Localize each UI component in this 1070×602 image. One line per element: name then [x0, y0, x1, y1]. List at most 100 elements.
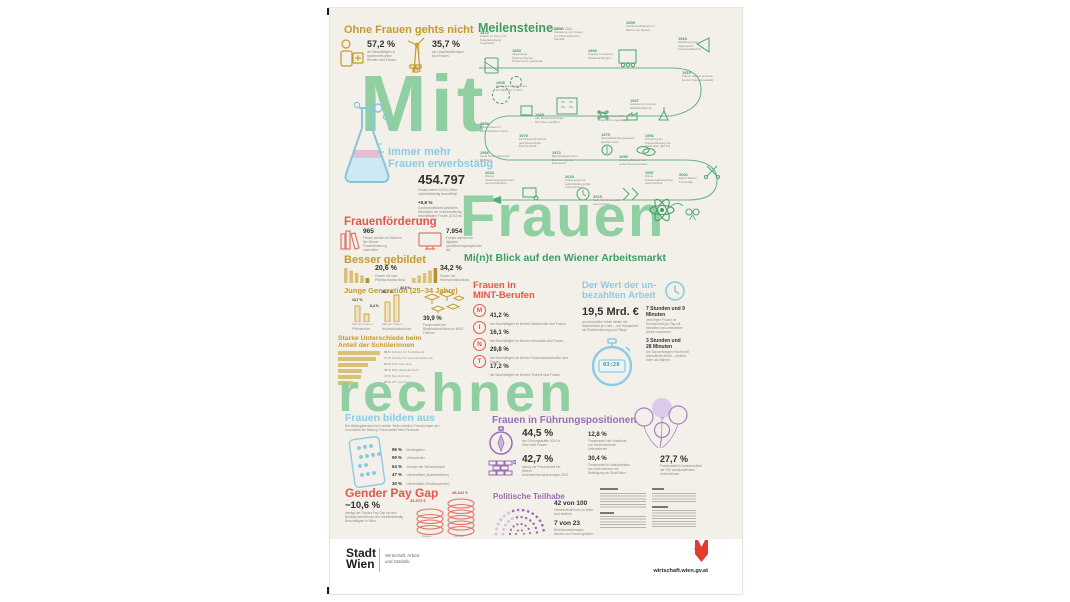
stat-gemeinderat-value: 42 von 100 — [554, 500, 588, 507]
timeline-item: 1937 Ausbau der höheren Mädchenbildung — [630, 98, 657, 110]
stat-hochschule-value: 34,2 % — [440, 265, 462, 272]
bildung-bars-rising — [412, 268, 438, 283]
stat-unselbststaendige-desc: der Unselbstständigen sind Frauen. — [432, 50, 464, 59]
logo-divider — [379, 548, 380, 572]
timeline-item: 1991 Gründung der Frauenabteilung der Sta… — [645, 133, 671, 149]
headline-word-mit: Mit — [360, 59, 488, 148]
timeline-path — [479, 37, 721, 221]
coin-stacks-illustration — [416, 498, 475, 536]
stat-pflichtschule-desc: Frauen mit max. Pflichtschulabschluss — [375, 274, 406, 283]
timeline-item: 1975 Familienrechtsreform: gleichberechti… — [519, 133, 547, 149]
stat-unselbststaendige-value: 35,7 % — [432, 39, 461, 49]
bilden-aus-list: 96 % Kindergärten 90 % Volksschulen 64 %… — [392, 447, 450, 486]
compass-icon — [489, 426, 513, 455]
stat-foerderung1-value: 965 — [363, 228, 374, 235]
department-label: Wirtschaft, Arbeit und Statistik — [385, 553, 420, 565]
stat-gruendungen-desc: betrug der Frauenanteil bei Wiener Unter… — [522, 465, 568, 478]
timeline-item: 1997 Erstes Frauenvolksbegehren unterzeic… — [645, 170, 673, 186]
jg-label-hochschule: Hochschulabschluss — [382, 327, 412, 331]
books-icon — [340, 230, 360, 250]
bar — [338, 381, 353, 385]
stat-bezirke-value: 7 von 23 — [554, 520, 581, 527]
medical-worker-icon — [340, 39, 364, 67]
mint-row-m: M 41,2 % der Beschäftigten im Bereich Mat… — [473, 304, 572, 326]
stat-time1-desc: verbringen Frauen im Durchschnitt pro Ta… — [646, 318, 683, 335]
timeline-item: 1903 Zugang zu weiteren Studienrichtungen — [588, 48, 614, 60]
jg-axis-1: Männer Frauen — [352, 322, 373, 326]
section-title-bilden-aus: Frauen bilden aus — [345, 412, 435, 424]
timeline-item: 2024 Wiener Gleichstellungsmonitor neu be… — [485, 170, 515, 186]
bar — [338, 369, 362, 373]
stat-fuehrung-value: 44,5 % — [522, 428, 554, 439]
timeline-item: 1959 Erste Frauen im diplomatischen Diens… — [480, 121, 509, 133]
bar — [338, 363, 368, 367]
stat-erwerbstaetig-value: 454.797 — [418, 172, 465, 187]
stat-aufsichtsrat-stadt-value: 30,4 % — [588, 456, 607, 462]
stat-aufsichtsrat-stadt-desc: Frauenanteil in Aufsichtsräten von Unter… — [588, 463, 630, 476]
stat-paygap-value: −10,6 % — [345, 500, 381, 511]
stat-unbezahlt-desc: an unbezahlter Arbeit leisten die Wiener… — [582, 320, 638, 333]
bar — [338, 375, 361, 379]
stat-mint-abschluesse-value: 39,9 % — [423, 316, 442, 322]
footer-url: wirtschaft.wien.gv.at — [653, 568, 708, 574]
timeline-item: 1979 Gleichbehandlungsgesetz: gleicher Lo… — [601, 132, 636, 144]
impressum-column — [652, 488, 696, 528]
stat-systemrelevant-desc: der Beschäftigten in systemrelevanten Be… — [367, 50, 397, 63]
section-title-schuelerinnen-1: Starke Unterschiede beim — [338, 335, 422, 342]
gear-icon — [492, 86, 510, 104]
impressum-column — [600, 488, 646, 529]
stat-time1-value: 7 Stunden und 9 Minuten — [646, 306, 685, 318]
timeline-item: 1966 Grete Rehor wird erste Ministerin — [480, 150, 510, 162]
section-title-mint-1: Frauen in — [473, 280, 516, 291]
section-title-mint-2: MINT-Berufen — [473, 290, 535, 301]
poster-subtitle: Mi(n)t Blick auf den Wiener Arbeitsmarkt — [464, 252, 666, 264]
coin-left-label: Frauen — [422, 534, 432, 538]
headline-word-frauen: Frauen — [460, 184, 666, 249]
stat-time2-desc: pro Tag verbringen Frauen mit unbezahlte… — [646, 350, 689, 363]
coin-left-value: 43.373 € — [410, 498, 426, 503]
stat-bezirke-desc: Bezirksvorstehungen werden von Frauen ge… — [554, 528, 593, 537]
stat-vorstaende-value: 12,8 % — [588, 432, 607, 438]
stat-aufsichtsrat-200-value: 27,7 % — [660, 454, 689, 464]
crop-mark-top-left — [327, 8, 332, 15]
section-title-junge-generation: Junge Generation (25–34 Jahre) — [344, 286, 458, 295]
bar — [338, 357, 376, 361]
timeline-item: 1945 Alle Studienrichtungen für Frauen ge… — [535, 112, 564, 124]
stadt-wien-logo: Stadt Wien — [346, 546, 376, 571]
section-title-teilhabe: Politische Teilhabe — [493, 492, 565, 501]
timeline: 1872 Frauen im Post- und Telegrafendienst… — [473, 20, 745, 222]
stat-paygap-desc: beträgt der Gender Pay Gap bei den Brutt… — [345, 511, 403, 524]
balloons-illustration — [634, 398, 688, 449]
timeline-item: 1906 Erste Handelsakademie für Mädchen in… — [496, 80, 527, 92]
gear-icon-small — [510, 76, 522, 88]
headline-word-rechnen: rechnen — [338, 363, 577, 423]
timeline-item: 1990 Johanna Dohnal wird erste Frauenmini… — [619, 154, 648, 166]
monitor-icon — [418, 232, 442, 250]
mint-letter-m: M — [473, 304, 486, 317]
timeline-item: 1872 Frauen im Post- und Telegrafendienst… — [480, 30, 507, 46]
section-title-unbezahlt-1: Der Wert der un- — [582, 280, 657, 291]
bricks-icon — [488, 460, 516, 476]
section-title-besser-gebildet: Besser gebildet — [344, 254, 426, 266]
timeline-item: 2018 Frauenquote für Aufsichtsräte großer… — [565, 174, 592, 190]
schuelerinnen-bars: 89 % Schulen für Sozialberufe 77 % Schul… — [338, 350, 458, 387]
stat-unbezahlt-value: 19,5 Mrd. € — [582, 306, 639, 318]
mint-letter-i: I — [473, 321, 486, 334]
stat-systemrelevant-value: 57,2 % — [367, 39, 396, 49]
jg-bars-hochschule — [384, 294, 400, 322]
timeline-item: 1919 Frauen wählen erstmals bei der Natio… — [682, 70, 714, 82]
abacus-icon — [348, 436, 386, 488]
atom-icon — [649, 198, 675, 222]
section-title-erwerbstaetig-1: Immer mehr — [388, 146, 451, 158]
windmill-icon — [407, 37, 425, 73]
flask-illustration — [344, 101, 390, 183]
section-title-schuelerinnen-2: Anteil der Schülerinnen — [338, 342, 415, 349]
stat-time2-value: 3 Stunden und 28 Minuten — [646, 338, 681, 350]
mint-letter-n: N — [473, 338, 486, 351]
bilden-aus-intro: Der Bildungsbereich ist in weiten Teilen… — [345, 424, 440, 433]
timeline-item: 1931 Erste Rechtsanwältin Österreichs zug… — [598, 110, 629, 122]
crop-mark-bottom-left — [327, 587, 332, 594]
timeline-item: 1918 Einführung des allgemeinen Frauenwah… — [678, 36, 701, 52]
stat-foerderung2-desc: Frauen nahmen an digitalen Qualifizierun… — [446, 236, 483, 253]
stat-mint-abschluesse-desc: Frauenanteil bei Studienabschlüssen in M… — [423, 323, 465, 336]
